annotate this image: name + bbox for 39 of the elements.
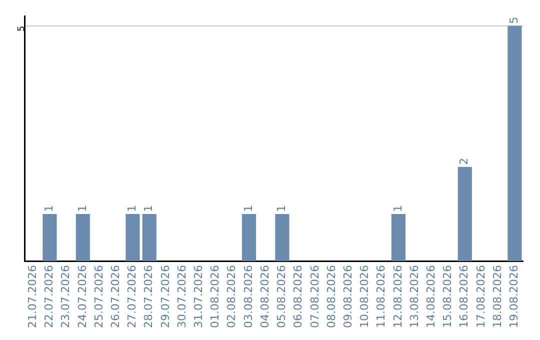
data-label: 1 [126, 204, 139, 212]
x-tick-label: 12.08.2026 [391, 265, 404, 328]
x-tick-label: 11.08.2026 [374, 265, 388, 328]
x-tick-label: 15.08.2026 [441, 265, 454, 328]
data-label: 2 [458, 158, 471, 165]
x-tick-label: 16.08.2026 [458, 265, 471, 328]
x-tick-label: 21.07.2026 [26, 265, 39, 328]
x-tick-label: 27.07.2026 [126, 265, 139, 328]
x-tick-label: 08.08.2026 [324, 265, 338, 328]
x-tick-label: 13.08.2026 [408, 265, 421, 328]
x-tick-label: 06.08.2026 [292, 265, 305, 328]
x-tick-label: 26.07.2026 [108, 265, 122, 328]
x-tick-label: 28.07.2026 [142, 265, 156, 328]
x-tick-label: 17.08.2026 [474, 265, 488, 328]
x-tick-label: 22.07.2026 [42, 265, 56, 328]
data-label: 5 [508, 16, 521, 24]
x-tick-label: 25.07.2026 [92, 265, 106, 328]
x-tick-label: 04.08.2026 [258, 265, 272, 328]
x-tick-label: 18.08.2026 [490, 265, 504, 328]
data-label: 1 [391, 204, 404, 212]
x-tick-label: 24.07.2026 [76, 265, 89, 328]
data-label: 1 [275, 204, 288, 212]
x-tick-label: 03.08.2026 [242, 265, 255, 328]
x-tick-label: 30.07.2026 [175, 265, 188, 328]
x-tick-label: 01.08.2026 [208, 265, 222, 328]
x-tick-label: 14.08.2026 [424, 265, 438, 328]
data-label: 1 [76, 204, 89, 212]
data-label: 1 [142, 204, 156, 212]
x-tick-label: 31.07.2026 [192, 265, 206, 328]
x-tick-label: 05.08.2026 [275, 265, 288, 328]
x-tick-label: 29.07.2026 [158, 265, 172, 328]
x-tick-label: 19.08.2026 [508, 265, 521, 328]
x-tick-label: 07.08.2026 [308, 265, 322, 328]
x-tick-label: 09.08.2026 [341, 265, 354, 328]
x-tick-label: 23.07.2026 [59, 265, 72, 328]
data-label: 1 [42, 204, 56, 212]
x-tick-label: 10.08.2026 [358, 265, 372, 328]
data-label: 1 [242, 204, 255, 212]
x-tick-label: 02.08.2026 [225, 265, 238, 328]
